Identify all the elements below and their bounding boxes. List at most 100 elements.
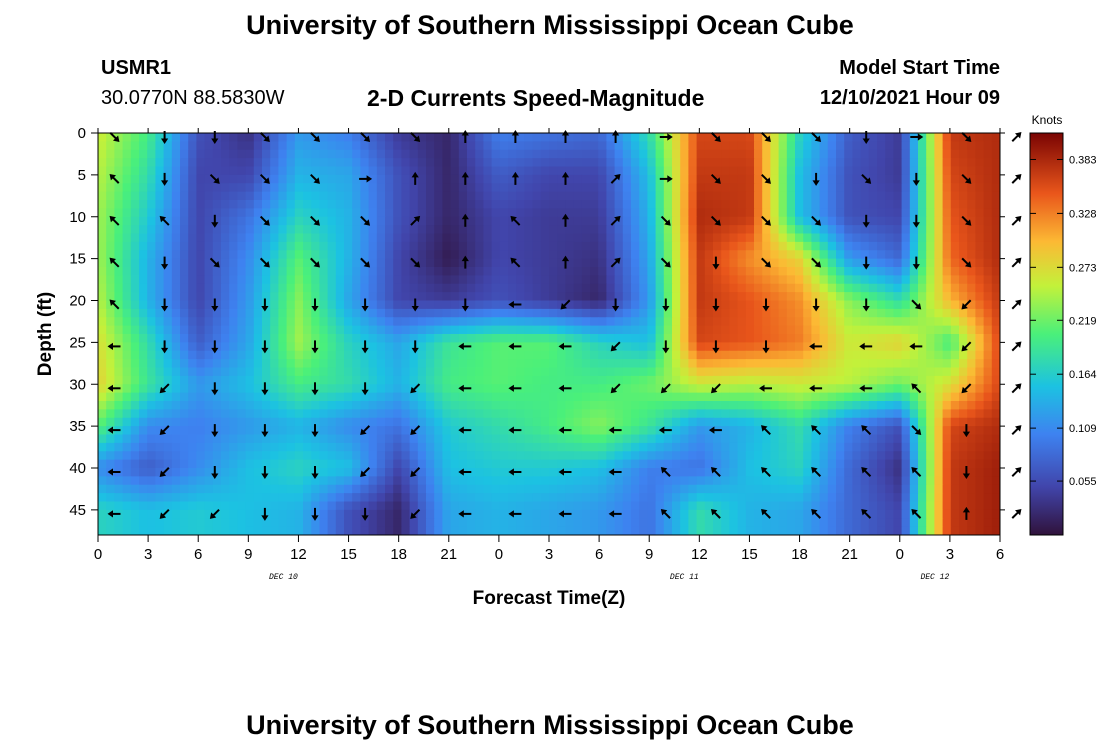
heat-cell-4305: [221, 459, 230, 469]
heat-cell-2632: [934, 325, 944, 335]
heat-cell-1274: [622, 225, 632, 235]
heat-cell-477: [401, 166, 411, 176]
heat-cell-993: [122, 208, 132, 218]
heat-cell-3748: [163, 417, 173, 427]
heat-cell-2457: [401, 317, 411, 327]
heat-cell-2066: [803, 283, 812, 293]
heat-cell-4375: [795, 459, 804, 469]
heat-cell-4902: [606, 501, 616, 511]
heat-cell-890: [180, 200, 189, 209]
heat-cell-4500: [918, 468, 927, 477]
heat-cell-3447: [401, 392, 411, 402]
heat-cell-4241: [598, 451, 607, 461]
heat-cell-3778: [409, 417, 419, 427]
heat-cell-172: [606, 141, 616, 151]
heat-cell-4633: [204, 484, 214, 494]
heat-cell-2914: [540, 350, 550, 360]
heat-cell-1334: [212, 233, 222, 243]
heat-cell-3819: [745, 417, 755, 427]
heat-cell-1151: [516, 216, 525, 226]
heat-cell-3557: [401, 401, 411, 410]
heat-cell-1900: [344, 275, 353, 285]
heat-cell-3810: [672, 417, 681, 427]
heat-cell-2086: [967, 283, 976, 293]
heat-cell-1207: [975, 216, 985, 226]
heat-cell-2998: [327, 359, 337, 369]
heat-cell-1076: [803, 208, 812, 218]
heat-cell-1142: [442, 216, 452, 226]
heat-cell-3646: [229, 409, 238, 419]
heat-cell-2781: [352, 342, 361, 352]
heat-cell-3729: [909, 409, 919, 419]
heat-cell-1471: [434, 241, 443, 251]
heat-cell-1084: [868, 208, 878, 218]
heat-cell-12: [196, 133, 206, 142]
heat-cell-4701: [762, 484, 771, 494]
heat-cell-4386: [885, 459, 894, 469]
heat-cell-401: [680, 158, 689, 168]
heat-cell-1957: [811, 275, 821, 285]
heat-cell-2206: [147, 300, 156, 310]
heat-cell-396: [639, 158, 648, 168]
heat-cell-816: [475, 191, 484, 201]
heat-cell-39: [417, 133, 427, 142]
heat-cell-2942: [770, 350, 780, 360]
heat-cell-2393: [778, 308, 788, 318]
heat-cell-331: [106, 158, 115, 168]
heat-cell-4945: [959, 501, 968, 511]
heat-cell-4239: [581, 451, 591, 461]
heat-cell-1201: [926, 216, 935, 226]
heat-cell-268: [491, 149, 501, 159]
heat-cell-3475: [631, 392, 640, 402]
heat-cell-2472: [524, 317, 534, 327]
heat-cell-2650: [180, 334, 189, 343]
heat-cell-143: [368, 141, 378, 151]
heat-cell-1034: [458, 208, 468, 218]
heat-cell-297: [729, 149, 739, 159]
heat-cell-512: [688, 166, 698, 176]
heat-cell-2872: [196, 350, 206, 360]
heat-cell-2292: [852, 300, 862, 310]
heat-cell-4695: [713, 484, 722, 494]
heat-cell-3598: [737, 401, 747, 410]
heat-cell-2840: [836, 342, 845, 352]
heat-cell-3984: [294, 434, 304, 444]
heat-cell-3468: [573, 392, 583, 402]
heat-cell-2546: [229, 325, 238, 335]
heat-cell-2521: [926, 317, 935, 327]
heat-cell-2626: [885, 325, 894, 335]
heat-cell-554: [130, 174, 140, 184]
heat-cell-1721: [680, 258, 689, 268]
heat-cell-849: [745, 191, 755, 201]
heat-cell-3083: [122, 367, 132, 377]
heat-cell-4702: [770, 484, 780, 494]
heat-cell-1168: [655, 216, 665, 226]
heat-cell-1781: [270, 267, 279, 276]
heat-cell-4094: [294, 442, 304, 452]
heat-cell-1629: [827, 250, 837, 260]
heat-cell-2966: [967, 350, 976, 360]
heat-cell-3578: [573, 401, 583, 410]
heat-cell-2329: [253, 308, 263, 318]
heat-cell-935: [549, 200, 558, 209]
heat-cell-1707: [565, 258, 575, 268]
heat-cell-798: [327, 191, 337, 201]
heat-cell-4640: [262, 484, 271, 494]
heat-cell-3087: [155, 367, 165, 377]
heat-cell-2072: [852, 283, 862, 293]
heat-cell-4581: [680, 476, 689, 486]
heat-cell-2591: [598, 325, 607, 335]
heat-cell-1488: [573, 241, 583, 251]
heat-cell-3966: [147, 434, 156, 444]
heat-cell-2844: [868, 342, 878, 352]
heat-cell-1124: [294, 216, 304, 226]
heat-cell-466: [311, 166, 320, 176]
heat-cell-351: [270, 158, 279, 168]
heat-cell-3550: [344, 401, 353, 410]
heat-cell-4179: [991, 442, 1000, 452]
heat-cell-558: [163, 174, 173, 184]
heat-cell-2228: [327, 300, 337, 310]
heat-cell-4098: [327, 442, 337, 452]
heat-cell-1550: [180, 250, 189, 260]
heat-cell-2955: [877, 350, 886, 360]
